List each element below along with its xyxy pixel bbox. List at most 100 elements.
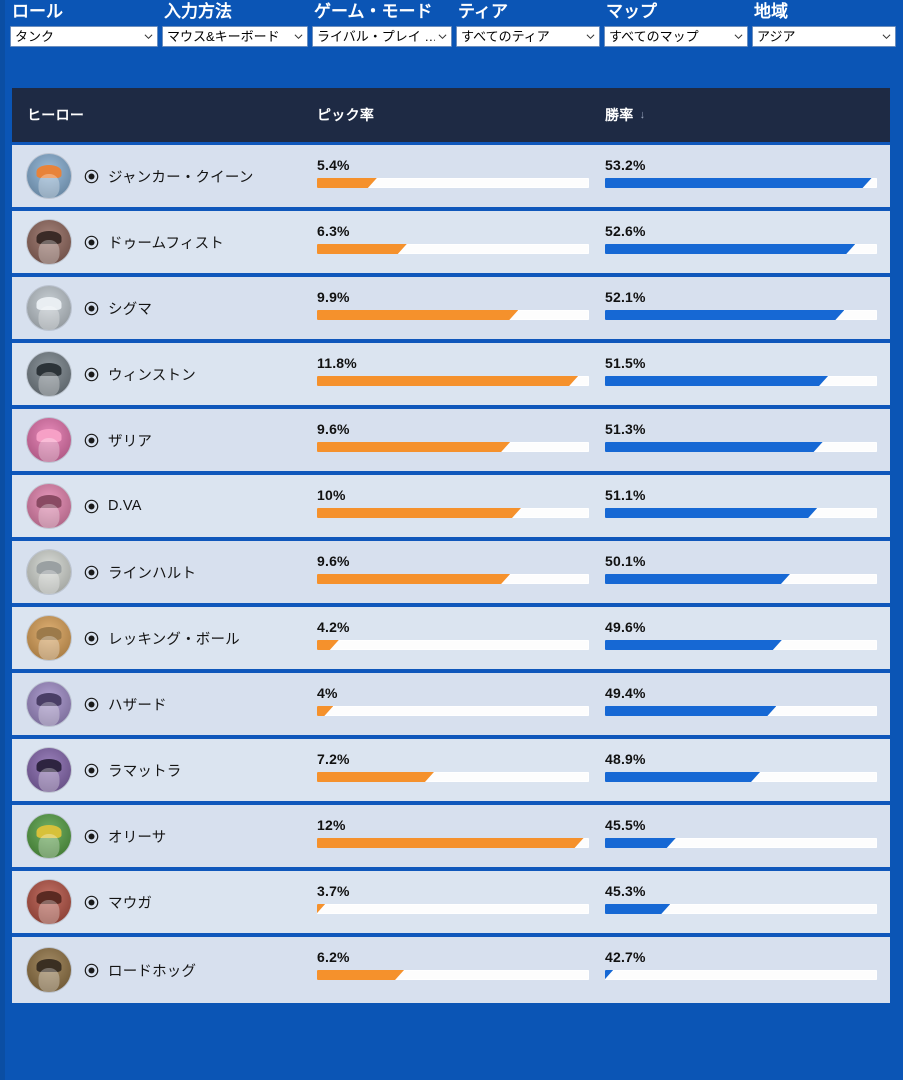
radio-selected-icon[interactable]	[84, 499, 99, 514]
tier-select[interactable]: すべてのティア	[456, 26, 600, 47]
radio-selected-icon[interactable]	[84, 565, 99, 580]
role-select[interactable]: タンク	[10, 26, 158, 47]
pick-rate-track	[317, 970, 589, 980]
win-rate-fill	[605, 706, 776, 716]
avatar	[27, 352, 71, 396]
hero-name: ドゥームフィスト	[108, 235, 225, 252]
win-rate-cell: 48.9%	[605, 739, 893, 801]
radio-selected-icon[interactable]	[84, 697, 99, 712]
pick-rate-track	[317, 706, 589, 716]
avatar	[27, 220, 71, 264]
pick-rate-cell: 9.6%	[317, 409, 605, 471]
pick-rate-cell: 7.2%	[317, 739, 605, 801]
radio-selected-icon[interactable]	[84, 829, 99, 844]
table-row[interactable]: ロードホッグ 6.2% 42.7%	[12, 937, 890, 1003]
table-row[interactable]: ウィンストン 11.8% 51.5%	[12, 343, 890, 409]
hero-cell: ドゥームフィスト	[12, 220, 317, 264]
win-rate-fill	[605, 838, 676, 848]
hero-cell: ラインハルト	[12, 550, 317, 594]
filter-label-tier: ティア	[458, 2, 508, 21]
chevron-down-icon	[144, 32, 153, 41]
win-rate-track	[605, 508, 877, 518]
win-rate-value: 45.3%	[605, 883, 646, 899]
radio-selected-icon[interactable]	[84, 301, 99, 316]
avatar	[27, 616, 71, 660]
pick-rate-fill	[317, 442, 510, 452]
table-row[interactable]: レッキング・ボール 4.2% 49.6%	[12, 607, 890, 673]
pick-rate-track	[317, 640, 589, 650]
region-select[interactable]: アジア	[752, 26, 896, 47]
map-select[interactable]: すべてのマップ	[604, 26, 748, 47]
radio-selected-icon[interactable]	[84, 631, 99, 646]
avatar	[27, 814, 71, 858]
filter-label-game-mode: ゲーム・モード	[314, 2, 433, 21]
win-rate-fill	[605, 310, 844, 320]
pick-rate-fill	[317, 574, 510, 584]
radio-selected-icon[interactable]	[84, 433, 99, 448]
pick-rate-track	[317, 838, 589, 848]
radio-selected-icon[interactable]	[84, 235, 99, 250]
avatar	[27, 948, 71, 992]
column-header-win-rate-label: 勝率	[605, 107, 634, 123]
hero-cell: ウィンストン	[12, 352, 317, 396]
table-row[interactable]: マウガ 3.7% 45.3%	[12, 871, 890, 937]
table-row[interactable]: ハザード 4% 49.4%	[12, 673, 890, 739]
win-rate-value: 42.7%	[605, 949, 646, 965]
pick-rate-value: 6.2%	[317, 949, 350, 965]
game-mode-select[interactable]: ライバル・プレイ …	[312, 26, 452, 47]
column-header-hero[interactable]: ヒーロー	[27, 107, 85, 123]
win-rate-value: 49.4%	[605, 685, 646, 701]
pick-rate-track	[317, 178, 589, 188]
win-rate-value: 53.2%	[605, 157, 646, 173]
pick-rate-fill	[317, 310, 518, 320]
hero-cell: レッキング・ボール	[12, 616, 317, 660]
column-header-win-rate[interactable]: 勝率 ↓	[605, 105, 645, 125]
hero-name: ロードホッグ	[108, 963, 197, 980]
filter-group-input-method: 入力方法 マウス&キーボード	[162, 0, 308, 47]
avatar	[27, 484, 71, 528]
filter-group-game-mode: ゲーム・モード ライバル・プレイ …	[312, 0, 452, 47]
hero-name: ラマットラ	[108, 763, 182, 780]
pick-rate-track	[317, 442, 589, 452]
avatar	[27, 418, 71, 462]
win-rate-value: 48.9%	[605, 751, 646, 767]
table-header-row: ヒーロー ピック率 勝率 ↓	[12, 88, 890, 145]
table-row[interactable]: D.VA 10% 51.1%	[12, 475, 890, 541]
radio-selected-icon[interactable]	[84, 963, 99, 978]
filter-label-role: ロール	[12, 2, 63, 21]
pick-rate-cell: 5.4%	[317, 145, 605, 207]
pick-rate-cell: 9.6%	[317, 541, 605, 603]
win-rate-track	[605, 904, 877, 914]
sort-descending-icon: ↓	[639, 108, 646, 121]
radio-selected-icon[interactable]	[84, 169, 99, 184]
table-row[interactable]: ジャンカー・クイーン 5.4% 53.2%	[12, 145, 890, 211]
pick-rate-cell: 3.7%	[317, 871, 605, 933]
role-select-value: タンク	[15, 29, 55, 44]
pick-rate-fill	[317, 244, 407, 254]
radio-selected-icon[interactable]	[84, 895, 99, 910]
pick-rate-cell: 9.9%	[317, 277, 605, 339]
radio-selected-icon[interactable]	[84, 763, 99, 778]
pick-rate-track	[317, 574, 589, 584]
pick-rate-value: 5.4%	[317, 157, 350, 173]
hero-name: オリーサ	[108, 829, 167, 846]
win-rate-cell: 53.2%	[605, 145, 893, 207]
column-header-pick-rate[interactable]: ピック率	[317, 107, 375, 123]
table-row[interactable]: ザリア 9.6% 51.3%	[12, 409, 890, 475]
win-rate-track	[605, 244, 877, 254]
table-row[interactable]: ドゥームフィスト 6.3% 52.6%	[12, 211, 890, 277]
pick-rate-cell: 4.2%	[317, 607, 605, 669]
radio-selected-icon[interactable]	[84, 367, 99, 382]
table-row[interactable]: ラマットラ 7.2% 48.9%	[12, 739, 890, 805]
table-row[interactable]: シグマ 9.9% 52.1%	[12, 277, 890, 343]
win-rate-cell: 49.4%	[605, 673, 893, 735]
win-rate-cell: 42.7%	[605, 937, 893, 1003]
map-select-value: すべてのマップ	[609, 29, 699, 44]
filter-bar: ロール タンク 入力方法 マウス&キーボード ゲーム・モード ライバル・プレイ …	[0, 0, 903, 70]
table-row[interactable]: ラインハルト 9.6% 50.1%	[12, 541, 890, 607]
input-method-select[interactable]: マウス&キーボード	[162, 26, 308, 47]
avatar	[27, 748, 71, 792]
avatar	[27, 550, 71, 594]
table-row[interactable]: オリーサ 12% 45.5%	[12, 805, 890, 871]
hero-name: ジャンカー・クイーン	[108, 169, 254, 186]
